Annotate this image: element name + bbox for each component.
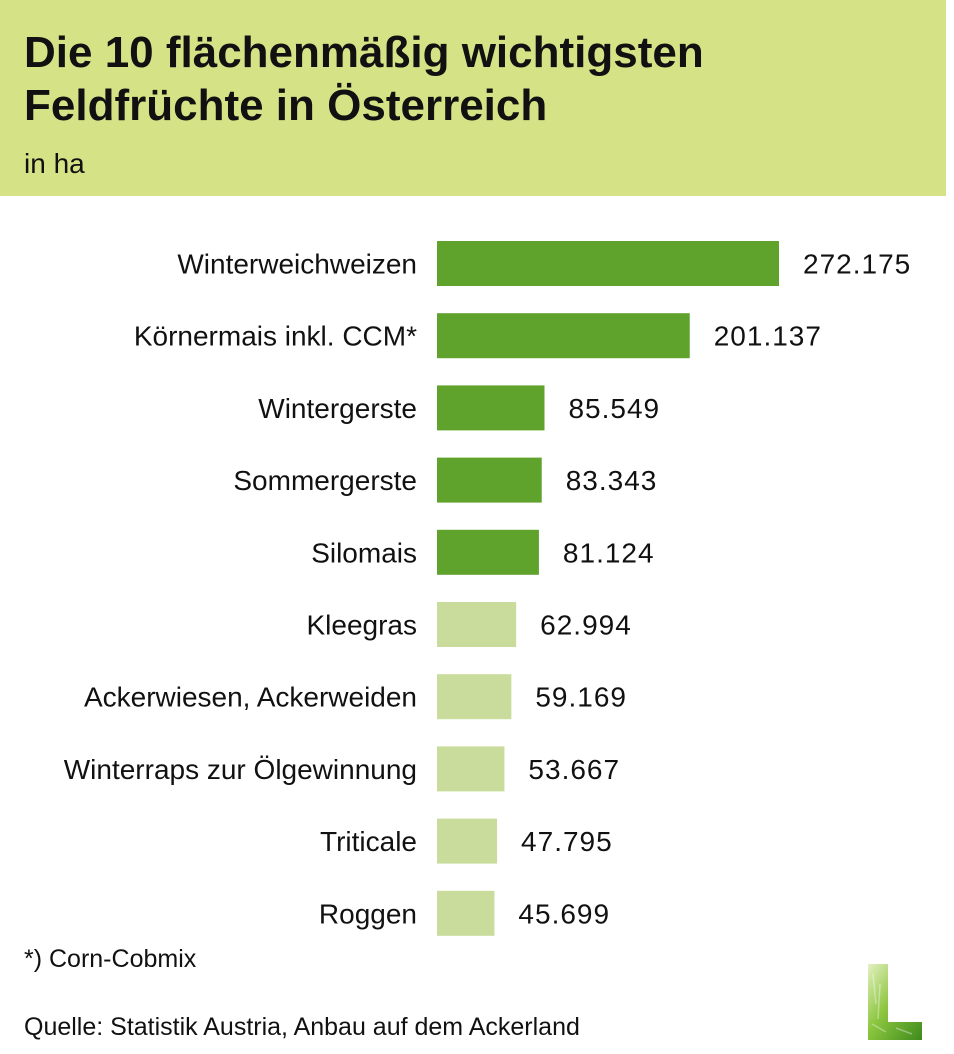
value-label: 81.124: [563, 537, 655, 568]
category-label: Wintergerste: [258, 393, 417, 424]
category-label: Ackerwiesen, Ackerweiden: [84, 682, 417, 713]
value-label: 85.549: [568, 393, 660, 424]
bar-chart: Winterweichweizen 272.175 Körnermais inkl.…: [64, 241, 911, 936]
category-label: Winterweichweizen: [177, 249, 417, 280]
value-label: 59.169: [535, 682, 627, 713]
category-label: Kleegras: [306, 610, 417, 641]
bar: [437, 818, 498, 864]
bar: [437, 674, 512, 720]
category-label: Silomais: [311, 537, 417, 568]
value-label: 47.795: [521, 826, 613, 857]
chart-title: Die 10 flächenmäßig wichtigsten Feldfrüc…: [24, 28, 704, 130]
category-label: Körnermais inkl. CCM*: [134, 321, 417, 352]
category-label: Triticale: [320, 826, 417, 857]
bar: [437, 457, 542, 503]
bar: [437, 313, 690, 359]
bar: [437, 602, 517, 647]
value-label: 201.137: [714, 321, 822, 352]
value-label: 53.667: [528, 754, 620, 785]
bar: [437, 529, 539, 575]
bar: [437, 746, 505, 792]
bar: [437, 890, 495, 936]
source-note: Quelle: Statistik Austria, Anbau auf dem…: [24, 1013, 580, 1041]
value-label: 83.343: [566, 465, 658, 496]
category-label: Roggen: [319, 898, 417, 929]
footnote: *) Corn-Cobmix: [24, 945, 197, 973]
category-label: Winterraps zur Ölgewinnung: [64, 754, 417, 785]
header-banner: Die 10 flächenmäßig wichtigsten Feldfrüc…: [0, 0, 946, 196]
value-label: 62.994: [540, 610, 632, 641]
value-label: 272.175: [803, 249, 911, 280]
bar: [437, 385, 545, 431]
value-label: 45.699: [518, 898, 610, 929]
chart-subtitle: in ha: [24, 148, 85, 179]
bar: [437, 241, 779, 286]
category-label: Sommergerste: [233, 465, 417, 496]
l-letter-grass-logo-icon: [868, 964, 922, 1040]
